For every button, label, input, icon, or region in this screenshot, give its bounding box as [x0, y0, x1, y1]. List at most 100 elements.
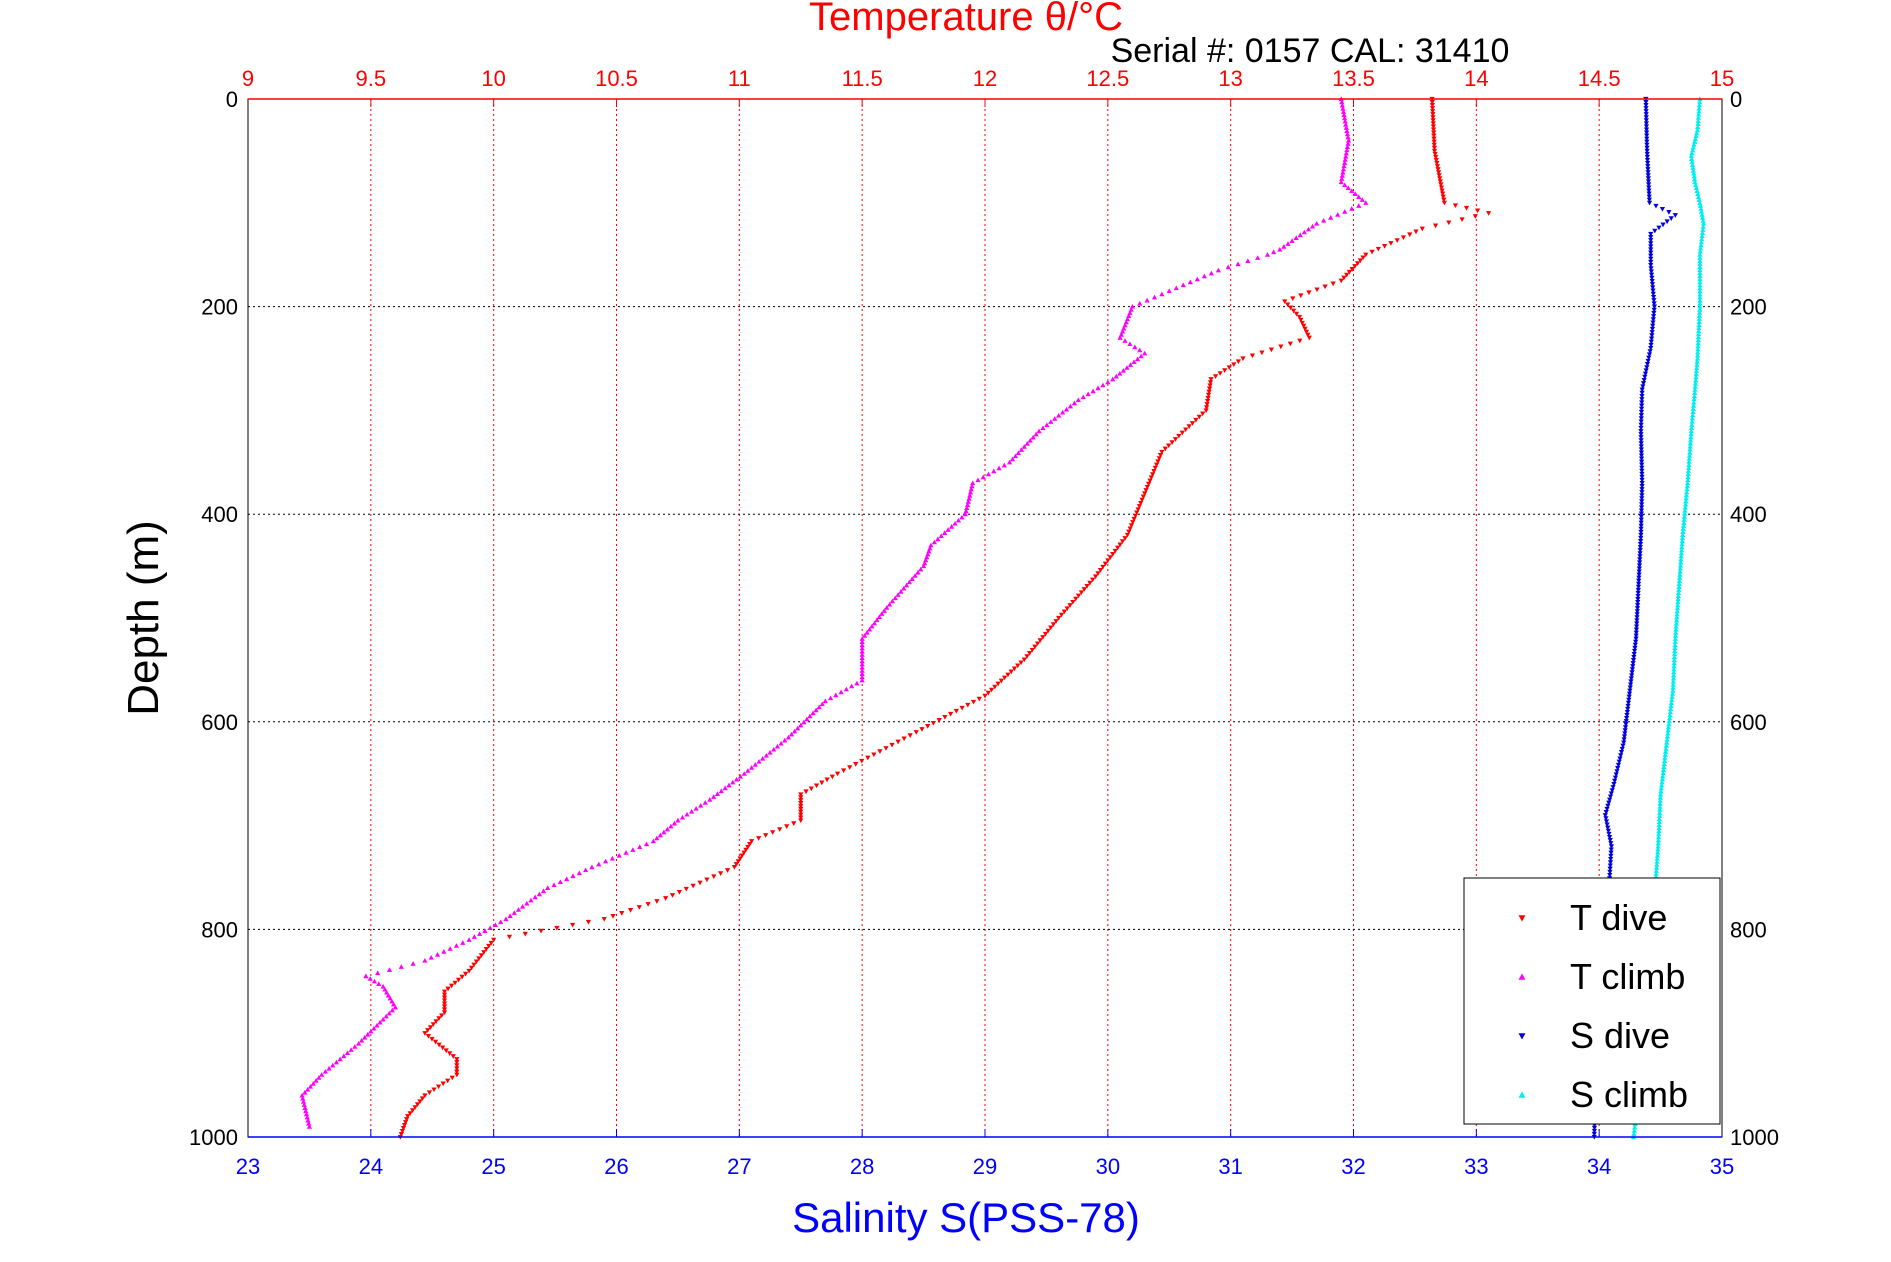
data-point — [1603, 816, 1609, 821]
data-point — [554, 925, 560, 931]
data-point — [859, 758, 865, 764]
data-point — [1341, 112, 1347, 118]
data-point — [859, 648, 865, 654]
data-point — [1431, 142, 1437, 148]
data-point — [1011, 666, 1018, 672]
data-point — [1342, 115, 1348, 121]
data-point — [1608, 857, 1614, 862]
data-point — [1150, 472, 1156, 477]
data-point — [679, 814, 686, 820]
data-point — [1605, 828, 1611, 834]
data-point — [1689, 150, 1695, 156]
data-point — [734, 776, 740, 782]
data-point — [816, 704, 822, 710]
data-point — [1342, 118, 1348, 124]
data-point — [1645, 161, 1651, 166]
data-point — [1050, 622, 1057, 627]
data-point — [1656, 822, 1662, 828]
data-point — [1674, 608, 1680, 614]
data-point — [1012, 453, 1019, 459]
data-point — [1045, 628, 1051, 634]
data-point — [1643, 112, 1649, 117]
data-point — [942, 530, 948, 535]
top-tick-label: 10 — [481, 66, 505, 91]
data-point — [1683, 498, 1689, 504]
data-point — [1671, 663, 1677, 669]
data-point — [1621, 740, 1627, 746]
data-point — [1698, 239, 1704, 245]
data-point — [698, 802, 704, 808]
data-point — [1681, 520, 1687, 525]
data-point — [1633, 639, 1639, 645]
data-point — [968, 486, 974, 492]
data-point — [1675, 593, 1681, 599]
data-point — [1699, 230, 1706, 235]
data-point — [1204, 398, 1211, 404]
data-point — [1696, 325, 1702, 331]
data-point — [1638, 456, 1645, 462]
data-point — [1431, 148, 1438, 154]
data-point — [935, 536, 941, 542]
data-point — [1305, 226, 1312, 232]
data-point — [1176, 433, 1182, 439]
data-point — [1679, 541, 1685, 547]
data-point — [676, 889, 682, 895]
data-point — [300, 1095, 306, 1101]
data-point — [1638, 508, 1645, 514]
data-point — [1173, 285, 1179, 291]
data-point — [813, 783, 820, 789]
data-point — [483, 947, 489, 952]
data-point — [454, 1063, 460, 1068]
data-point — [1671, 654, 1678, 660]
data-point — [1639, 471, 1645, 477]
top-tick-label: 13.5 — [1332, 66, 1375, 91]
data-point — [889, 598, 896, 604]
data-point — [436, 1016, 442, 1021]
data-point — [449, 1075, 455, 1081]
data-point — [453, 943, 460, 948]
data-point — [975, 477, 981, 483]
data-point — [1452, 203, 1459, 208]
data-point — [1345, 141, 1351, 146]
data-point — [1648, 241, 1654, 246]
data-point — [319, 1072, 325, 1077]
data-point — [1591, 1131, 1597, 1137]
data-point — [1075, 593, 1082, 599]
data-point — [1344, 131, 1351, 137]
bottom-tick-label: 32 — [1341, 1154, 1365, 1179]
data-point — [1321, 217, 1327, 223]
data-point — [302, 1105, 308, 1111]
data-point — [1688, 434, 1694, 440]
data-point — [306, 1124, 313, 1129]
data-point — [1343, 153, 1349, 159]
data-point — [1628, 676, 1634, 682]
data-point — [798, 809, 804, 815]
data-point — [1413, 229, 1419, 235]
bottom-tick-label: 24 — [359, 1154, 383, 1179]
data-point — [441, 1007, 448, 1013]
data-point — [440, 1045, 446, 1051]
data-point — [532, 894, 538, 900]
data-point — [1024, 441, 1030, 446]
data-point — [1644, 148, 1650, 154]
data-point — [1660, 770, 1666, 776]
data-point — [668, 823, 674, 829]
data-point — [1400, 235, 1407, 240]
data-point — [1638, 441, 1644, 446]
data-point — [1285, 302, 1291, 308]
data-point — [398, 964, 404, 969]
data-point — [583, 867, 589, 873]
data-point — [1056, 412, 1062, 418]
data-point — [918, 566, 924, 572]
data-point — [995, 681, 1001, 687]
data-point — [1638, 435, 1644, 440]
data-point — [1144, 484, 1150, 490]
data-point — [1048, 625, 1054, 631]
data-point — [1630, 664, 1636, 669]
data-point — [1695, 194, 1702, 199]
data-point — [1634, 615, 1640, 620]
data-point — [1052, 416, 1058, 421]
data-point — [1056, 615, 1062, 621]
data-point — [1615, 766, 1621, 771]
data-point — [1636, 569, 1642, 575]
